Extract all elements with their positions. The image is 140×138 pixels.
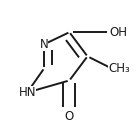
Text: HN: HN — [18, 86, 36, 99]
Text: OH: OH — [110, 26, 128, 39]
Text: N: N — [40, 38, 48, 51]
Text: O: O — [65, 110, 74, 123]
Text: CH₃: CH₃ — [108, 62, 130, 75]
